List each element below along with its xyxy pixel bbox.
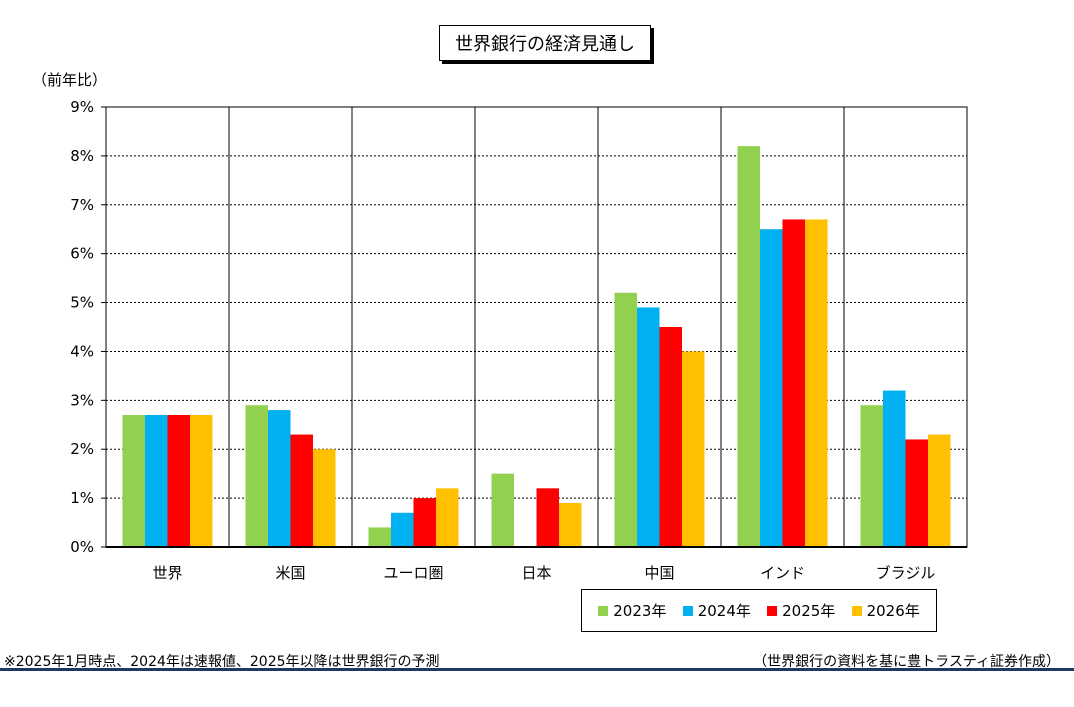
y-tick-label: 6% — [70, 245, 94, 263]
bar — [313, 449, 336, 547]
legend-swatch-2024 — [682, 605, 693, 616]
bar — [491, 473, 514, 547]
bar — [760, 229, 783, 547]
x-tick-label: 中国 — [644, 564, 674, 582]
x-tick-label: 米国 — [275, 564, 305, 582]
plot-frame — [105, 106, 968, 548]
bar — [805, 219, 828, 547]
y-tick-label: 2% — [70, 440, 94, 458]
bar — [928, 434, 951, 547]
x-tick-label: インド — [760, 564, 805, 582]
legend-swatch-2026 — [851, 605, 862, 616]
bar — [737, 146, 760, 547]
y-tick-label: 7% — [70, 196, 94, 214]
bar — [860, 405, 883, 547]
y-tick-label: 8% — [70, 147, 94, 165]
legend-item-2024: 2024年 — [682, 600, 751, 621]
bar — [145, 415, 168, 547]
y-tick-label: 9% — [70, 98, 94, 116]
bar — [883, 390, 906, 547]
y-tick-label: 4% — [70, 342, 94, 360]
chart-title: 世界銀行の経済見通し — [439, 25, 651, 61]
bar — [190, 415, 213, 547]
footer-divider — [0, 668, 1074, 671]
y-tick-label: 0% — [70, 538, 94, 556]
y-tick-label: 1% — [70, 489, 94, 507]
y-tick-label: 5% — [70, 294, 94, 312]
x-tick-label: 世界 — [152, 564, 182, 582]
legend-label-2023: 2023年 — [613, 602, 667, 620]
bar — [905, 439, 928, 547]
bar — [682, 351, 705, 547]
footnote: ※2025年1月時点、2024年は速報値、2025年以降は世界銀行の予測 — [4, 654, 440, 670]
y-axis-unit-label: （前年比） — [32, 71, 108, 89]
bar — [413, 498, 436, 547]
chart-legend: 2023年 2024年 2025年 2026年 — [581, 589, 937, 632]
legend-label-2025: 2025年 — [782, 602, 836, 620]
legend-label-2024: 2024年 — [697, 602, 751, 620]
bar — [245, 405, 268, 547]
legend-label-2026: 2026年 — [866, 602, 920, 620]
bar — [536, 488, 559, 547]
x-tick-label: ブラジル — [876, 564, 936, 582]
bar — [368, 527, 391, 547]
bar — [122, 415, 145, 547]
bar — [659, 327, 682, 547]
legend-item-2026: 2026年 — [851, 600, 920, 621]
bar — [391, 512, 414, 547]
bar — [614, 292, 637, 547]
legend-item-2025: 2025年 — [767, 600, 835, 621]
x-tick-label: ユーロ圏 — [383, 564, 443, 582]
legend-swatch-2025 — [767, 605, 778, 616]
legend-item-2023: 2023年 — [598, 600, 666, 621]
y-tick-label: 3% — [70, 391, 94, 409]
bar — [637, 307, 660, 547]
source-note: （世界銀行の資料を基に豊トラスティ証券作成） — [753, 654, 1060, 670]
legend-swatch-2023 — [598, 605, 609, 616]
bar — [268, 410, 291, 547]
x-tick-label: 日本 — [521, 564, 551, 582]
bar — [782, 219, 805, 547]
bar — [436, 488, 459, 547]
bar — [167, 415, 190, 547]
bar — [290, 434, 313, 547]
bar — [559, 503, 582, 547]
